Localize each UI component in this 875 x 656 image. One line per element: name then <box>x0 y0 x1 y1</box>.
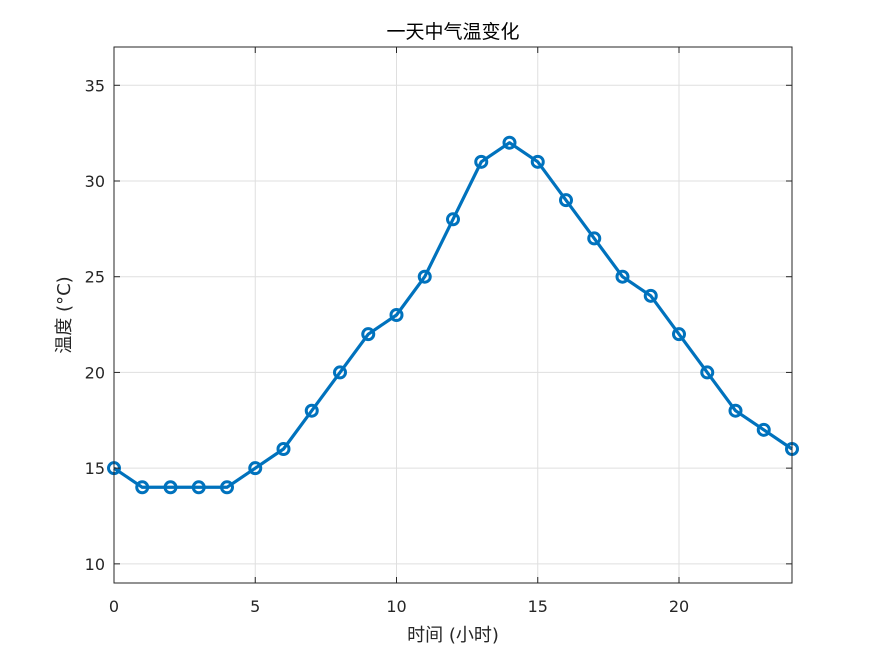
data-point <box>615 269 630 284</box>
y-tick-label: 25 <box>85 268 105 287</box>
data-point <box>220 480 234 495</box>
data-point <box>333 365 347 380</box>
data-point <box>474 154 489 169</box>
y-tick-label: 15 <box>85 459 105 478</box>
data-point <box>728 403 743 418</box>
data-point <box>643 288 658 303</box>
y-tick-label: 20 <box>85 363 105 382</box>
y-tick-label: 30 <box>85 172 105 191</box>
data-point <box>530 154 545 169</box>
x-tick-label: 20 <box>669 597 689 616</box>
data-point <box>276 442 291 456</box>
data-point <box>559 193 573 208</box>
x-axis-title: 时间 (小时) <box>407 625 499 646</box>
data-point <box>304 403 319 418</box>
data-point <box>191 480 206 495</box>
data-point <box>700 365 715 380</box>
x-tick-label: 0 <box>109 597 119 616</box>
y-tick-label: 35 <box>85 76 105 95</box>
data-point <box>135 480 150 495</box>
data-point <box>361 327 376 342</box>
data-point <box>756 422 771 437</box>
data-point <box>248 461 263 476</box>
series-line <box>113 141 793 489</box>
ticks: 0 5 10 15 20 10 15 20 25 30 35 <box>85 47 792 616</box>
chart-title: 一天中气温变化 <box>386 21 519 43</box>
series-layer <box>107 135 799 495</box>
x-tick-label: 10 <box>386 597 406 616</box>
axes-box <box>113 46 793 584</box>
data-point <box>389 308 404 322</box>
y-tick-label: 10 <box>85 555 105 574</box>
x-tick-label: 5 <box>250 597 260 616</box>
data-point <box>672 327 686 342</box>
data-point <box>587 231 602 246</box>
data-point <box>446 212 460 227</box>
data-point <box>163 480 178 495</box>
data-point <box>417 269 432 284</box>
y-axis-title: 温度 (°C) <box>54 276 75 353</box>
data-point <box>502 135 517 150</box>
x-tick-label: 15 <box>528 597 548 616</box>
plot-area <box>114 47 792 583</box>
